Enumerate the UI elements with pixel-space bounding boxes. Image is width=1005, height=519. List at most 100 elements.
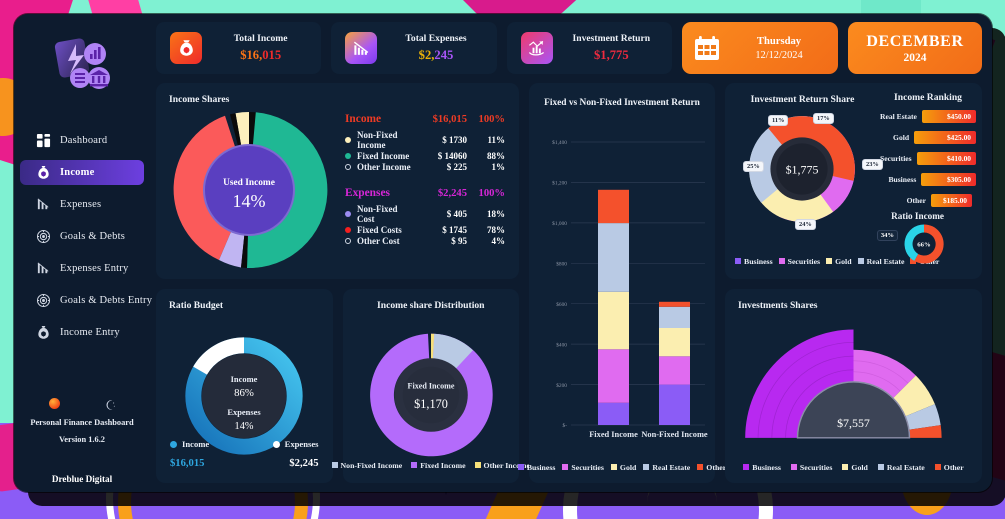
moon-icon[interactable] xyxy=(104,398,116,410)
legend-item[interactable]: Non-Fixed Income xyxy=(331,461,402,470)
ranking-row: Other $185.00 xyxy=(880,193,976,208)
legend-item[interactable]: Business xyxy=(743,463,781,472)
legend-label: Other xyxy=(706,463,727,472)
card-title: Fixed vs Non-Fixed Investment Return xyxy=(544,98,700,108)
dashboard-grid-icon xyxy=(36,133,51,148)
investments-shares-legend: Business Securities Gold Real Estate Oth… xyxy=(725,463,982,472)
target-icon xyxy=(36,293,51,308)
svg-text:$1,000: $1,000 xyxy=(552,220,567,227)
legend-label: Other Cost xyxy=(357,236,400,246)
income-ranking-list: Real Estate $450.00 Gold $425.00 Securit… xyxy=(880,109,976,214)
stat-value-prefix: $16, xyxy=(240,48,263,62)
legend-label: Other xyxy=(943,463,964,472)
stat-label: Total Income xyxy=(233,33,288,44)
legend-item[interactable]: Income xyxy=(170,439,209,449)
date-cards: Thursday 12/12/2024 DECEMBER 2024 xyxy=(681,22,982,74)
sidebar-item-label: Expenses xyxy=(60,199,102,210)
sun-icon[interactable] xyxy=(48,398,60,409)
legend-item[interactable]: Gold xyxy=(610,463,636,472)
bar-chart-legend: Business Securities Gold Real Estate Oth… xyxy=(517,463,726,472)
legend-item[interactable]: Real Estate xyxy=(877,463,925,472)
sidebar-item-income[interactable]: Income xyxy=(20,160,144,185)
legend-item[interactable]: Business xyxy=(517,463,555,472)
legend-item[interactable]: Other xyxy=(934,463,964,472)
sidebar-item-income-entry[interactable]: Income Entry xyxy=(20,320,144,345)
legend-item[interactable]: Securities xyxy=(778,257,821,266)
donut-pct-other: 11% xyxy=(768,115,789,126)
legend-label: Securities xyxy=(571,463,604,472)
left-lower-row: Ratio Budget xyxy=(156,289,530,483)
weekday-label: Thursday xyxy=(756,35,802,47)
chart-decline-icon xyxy=(345,32,378,64)
legend-label: Fixed Income xyxy=(357,151,410,161)
legend-label: Real Estate xyxy=(866,257,905,266)
legend-item[interactable]: Real Estate xyxy=(857,257,905,266)
legend-row: Non-Fixed Cost $ 405 18% xyxy=(345,204,505,224)
sidebar-item-goals-debts[interactable]: Goals & Debts xyxy=(20,224,144,249)
sidebar-item-label: Goals & Debts Entry xyxy=(60,295,153,306)
ratio-budget-footer: Income Expenses $16,015 $2,245 xyxy=(156,439,333,469)
legend-item[interactable]: Other xyxy=(697,463,726,472)
svg-text:Fixed Income: Fixed Income xyxy=(407,381,454,390)
legend-item[interactable]: Fixed Income xyxy=(411,461,466,470)
income-distribution-legend: Non-Fixed Income Fixed Income Other Inco… xyxy=(331,461,530,470)
income-shares-legend: Income $16,015 100% Non-Fixed Income $ 1… xyxy=(341,83,519,279)
card-title: Income Ranking xyxy=(894,92,962,103)
ranking-row: Real Estate $450.00 xyxy=(880,109,976,124)
legend-item[interactable]: Expenses xyxy=(272,439,319,449)
legend-item[interactable]: Gold xyxy=(826,257,852,266)
legend-label: Business xyxy=(744,257,773,266)
stat-value-suffix: 015 xyxy=(262,48,282,62)
current-date-card: Thursday 12/12/2024 xyxy=(681,22,838,74)
legend-item[interactable]: Securities xyxy=(790,463,833,472)
legend-label: Securities xyxy=(799,463,833,472)
ranking-label: Securities xyxy=(880,154,912,163)
ranking-row: Securities $410.00 xyxy=(880,151,976,166)
svg-text:$7,557: $7,557 xyxy=(837,416,870,430)
legend-item[interactable]: Business xyxy=(735,257,773,266)
card-title: Investment Return Share xyxy=(750,94,855,105)
year-label: 2024 xyxy=(903,51,927,64)
target-icon xyxy=(36,229,51,244)
legend-label: Securities xyxy=(787,257,821,266)
money-bag-icon xyxy=(36,165,51,180)
investment-growth-icon xyxy=(520,32,553,64)
middle-column: Fixed vs Non-Fixed Investment Return xyxy=(517,83,726,483)
legend-title: Income xyxy=(345,113,382,125)
sidebar-item-goals-debts-entry[interactable]: Goals & Debts Entry xyxy=(20,288,152,313)
legend-label: Gold xyxy=(851,463,868,472)
legend-header-income: Income $16,015 100% xyxy=(345,113,505,125)
svg-text:14%: 14% xyxy=(235,421,254,432)
legend-item[interactable]: Real Estate xyxy=(643,463,690,472)
card-title: Ratio Budget xyxy=(169,300,224,311)
legend-label: Other Income xyxy=(483,461,530,470)
investments-shares-card: Investments Shares xyxy=(725,289,982,483)
ranking-label: Gold xyxy=(893,133,910,142)
legend-label: Non-Fixed Cost xyxy=(357,204,398,224)
sidebar-item-expenses[interactable]: Expenses xyxy=(20,192,144,217)
ranking-bar: $450.00 xyxy=(921,110,976,123)
ratio-budget-donut: Income 86% Expenses 14% xyxy=(183,335,305,462)
legend-item[interactable]: Securities xyxy=(562,463,604,472)
investment-return-share-card: Investment Return Share xyxy=(725,83,982,279)
stat-card-investment-return: Investment Return $1,775 xyxy=(506,22,672,74)
legend-item[interactable]: Other Income xyxy=(474,461,530,470)
ranking-row: Business $305.00 xyxy=(880,172,976,187)
legend-value: $ 1745 xyxy=(442,225,467,235)
legend-item[interactable]: Gold xyxy=(842,463,868,472)
donut-pct-business: 17% xyxy=(813,113,834,124)
legend-dot xyxy=(345,238,351,244)
legend-pct: 88% xyxy=(487,151,505,161)
stacked-bar-chart: $1,400 $1,200 $1,000 $800 $600 $400 $200 $- xyxy=(535,135,709,441)
legend-value: $ 14060 xyxy=(437,151,467,161)
sidebar-item-expenses-entry[interactable]: Expenses Entry xyxy=(20,256,144,281)
legend-pct: 11% xyxy=(487,135,505,145)
donut-pct-securities: 23% xyxy=(862,159,883,170)
stat-card-total-expenses: Total Expenses $2,245 xyxy=(331,22,497,74)
sidebar-item-dashboard[interactable]: Dashboard xyxy=(20,128,144,153)
legend-label: Other Income xyxy=(357,162,411,172)
svg-text:$1,170: $1,170 xyxy=(414,397,448,411)
theme-toggle-row xyxy=(14,398,150,410)
bg-magenta-triangle xyxy=(455,0,585,18)
kpi-row: Total Income $16,015 Total Expenses $2,2… xyxy=(156,22,982,74)
